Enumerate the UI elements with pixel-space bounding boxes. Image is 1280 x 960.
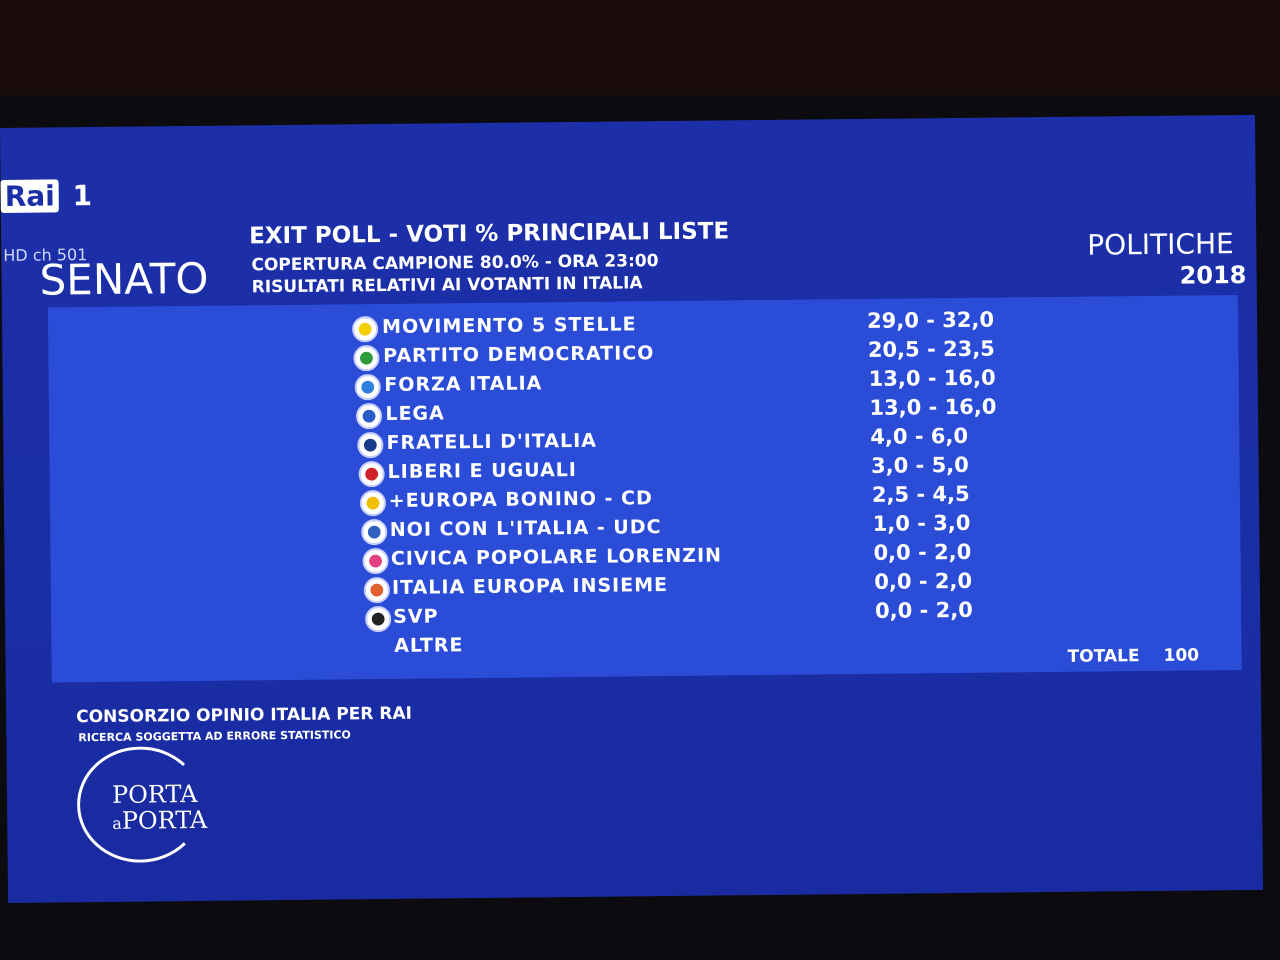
party-icon [362, 547, 389, 575]
vote-range: 13,0 - 16,0 [868, 365, 996, 391]
party-name: LEGA [385, 402, 445, 425]
party-icon [358, 460, 385, 488]
party-icon [353, 345, 380, 372]
channel-name: Rai [0, 179, 59, 213]
party-icon [365, 605, 392, 633]
vote-range: 4,0 - 6,0 [870, 423, 969, 449]
channel-number: 1 [72, 179, 93, 213]
show-logo: PORTA aPORTA [111, 779, 208, 837]
show-name-bottom: PORTA [121, 805, 208, 835]
total-label: TOTALE [1067, 646, 1140, 667]
party-name: MOVIMENTO 5 STELLE [381, 313, 637, 339]
party-name: NOI CON L'ITALIA - UDC [389, 516, 662, 541]
coverage: COPERTURA CAMPIONE 80.0% - ORA 23:00 [251, 251, 659, 276]
party-name: FRATELLI D'ITALIA [386, 429, 598, 454]
vote-range: 0,0 - 2,0 [873, 539, 972, 565]
party-name: SVP [393, 605, 439, 628]
vote-range: 29,0 - 32,0 [866, 307, 995, 333]
year: 2018 [1179, 260, 1247, 290]
chamber: SENATO [39, 253, 209, 305]
vote-range: 13,0 - 16,0 [869, 394, 997, 420]
party-icon [363, 576, 390, 604]
total-value: 100 [1163, 645, 1200, 666]
party-name: PARTITO DEMOCRATICO [383, 342, 655, 367]
party-name: CIVICA POPOLARE LORENZIN [390, 544, 723, 570]
party-icon [361, 518, 388, 546]
show-name-mid: a [112, 813, 122, 833]
title: EXIT POLL - VOTI % PRINCIPALI LISTE [249, 218, 730, 250]
party-icon [359, 489, 387, 517]
show-name-top: PORTA [111, 779, 198, 809]
channel-logo: Rai 1 [0, 179, 97, 213]
party-name: +EUROPA BONINO - CD [388, 487, 653, 512]
party-name: LIBERI E UGUALI [387, 458, 578, 483]
party-name: FORZA ITALIA [384, 372, 543, 396]
note: RISULTATI RELATIVI AI VOTANTI IN ITALIA [251, 273, 643, 298]
party-icon [354, 374, 381, 401]
vote-range: 0,0 - 2,0 [874, 568, 973, 594]
election: POLITICHE [1087, 227, 1234, 262]
party-name: ITALIA EUROPA INSIEME [391, 574, 669, 599]
vote-range: 20,5 - 23,5 [867, 336, 995, 362]
party-name: ALTRE [394, 634, 464, 657]
party-icon [355, 403, 383, 430]
party-icon [357, 432, 384, 459]
vote-range: 1,0 - 3,0 [872, 510, 971, 536]
party-icon [351, 316, 379, 343]
tv-screen: Rai 1 HD ch 501 SENATO EXIT POLL - VOTI … [0, 114, 1264, 903]
disclaimer: RICERCA SOGGETTA AD ERRORE STATISTICO [78, 728, 351, 745]
vote-range: 2,5 - 4,5 [871, 481, 970, 507]
source: CONSORZIO OPINIO ITALIA PER RAI [76, 703, 413, 728]
vote-range: 0,0 - 2,0 [874, 597, 973, 623]
vote-range: 3,0 - 5,0 [870, 452, 969, 478]
